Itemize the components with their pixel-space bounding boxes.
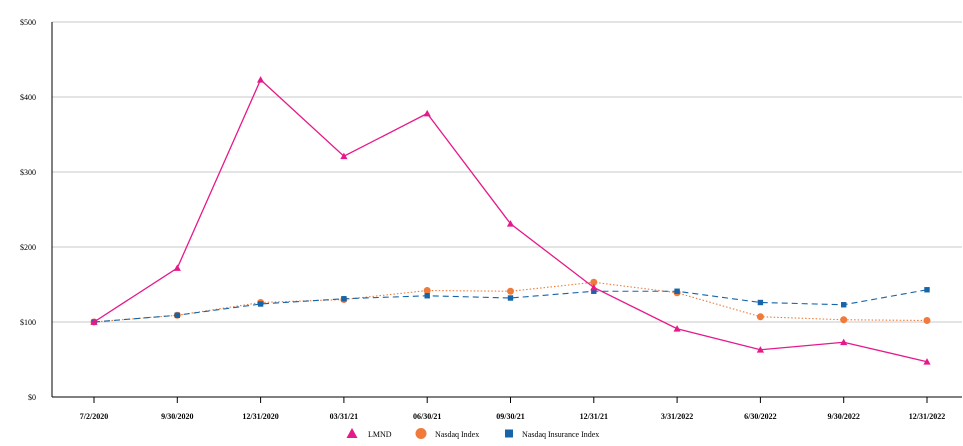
series-nasdaq-index xyxy=(90,278,931,326)
data-point-nasdaq-insurance-index xyxy=(424,293,430,299)
y-tick-label: $100 xyxy=(20,318,36,327)
axes xyxy=(51,22,962,398)
series-group xyxy=(90,76,931,365)
legend-label: Nasdaq Index xyxy=(435,430,479,439)
data-point-lmnd xyxy=(590,283,598,291)
data-point-nasdaq-index xyxy=(507,287,514,295)
legend-marker xyxy=(346,428,358,438)
legend-marker xyxy=(505,429,513,438)
data-point-nasdaq-insurance-index xyxy=(341,296,347,302)
y-axis-ticks: $0 $100 $200 $300 $400 $500 xyxy=(20,18,36,402)
x-tick-label: 12/31/2020 xyxy=(242,412,278,421)
grid-lines xyxy=(52,21,962,323)
data-point-nasdaq-index xyxy=(423,287,431,294)
data-point-nasdaq-insurance-index xyxy=(507,295,514,301)
data-point-nasdaq-insurance-index xyxy=(591,288,597,294)
x-tick-label: 09/30/21 xyxy=(496,412,524,421)
data-point-nasdaq-insurance-index xyxy=(841,302,847,308)
x-tick-label: 12/31/2022 xyxy=(909,412,945,421)
series-line-nasdaq-index xyxy=(93,281,928,323)
legend-label: Nasdaq Insurance Index xyxy=(522,430,599,439)
data-point-lmnd xyxy=(257,76,265,83)
x-tick-label: 6/30/2022 xyxy=(744,412,776,421)
y-tick-label: $300 xyxy=(20,168,36,177)
y-tick-label: $400 xyxy=(20,93,36,102)
legend: LMND Nasdaq Index Nasdaq Insurance Index xyxy=(346,428,599,439)
data-point-nasdaq-insurance-index xyxy=(924,287,930,293)
data-point-lmnd xyxy=(173,264,181,271)
data-point-lmnd xyxy=(423,109,431,117)
legend-item-lmnd: LMND xyxy=(346,428,392,439)
data-point-lmnd xyxy=(673,325,681,332)
legend-marker xyxy=(415,428,427,439)
x-tick-label: 7/2/2020 xyxy=(80,412,108,421)
x-tick-label: 03/31/21 xyxy=(330,412,358,421)
data-point-nasdaq-index xyxy=(840,316,848,324)
y-tick-label: $500 xyxy=(20,18,36,27)
x-tick-label: 12/31/21 xyxy=(580,412,608,421)
legend-item-nasdaq-insurance-index: Nasdaq Insurance Index xyxy=(505,429,599,439)
data-point-lmnd xyxy=(506,220,515,227)
data-point-nasdaq-index xyxy=(923,317,931,324)
data-point-lmnd xyxy=(923,358,931,365)
data-point-nasdaq-index xyxy=(756,313,764,321)
data-point-lmnd xyxy=(340,152,348,160)
y-tick-label: $200 xyxy=(20,243,36,252)
data-point-lmnd xyxy=(840,338,848,346)
x-tick-label: 06/30/21 xyxy=(413,412,441,421)
x-tick-label: 9/30/2022 xyxy=(827,412,859,421)
data-point-nasdaq-index xyxy=(590,278,598,286)
legend-item-nasdaq-index: Nasdaq Index xyxy=(415,428,479,439)
data-point-lmnd xyxy=(90,318,98,325)
series-lmnd xyxy=(90,76,931,365)
data-point-nasdaq-insurance-index xyxy=(257,301,264,307)
x-tick-label: 9/30/2020 xyxy=(161,412,193,421)
y-tick-label: $0 xyxy=(28,393,36,402)
data-point-nasdaq-insurance-index xyxy=(174,312,180,318)
legend-label: LMND xyxy=(368,430,392,439)
data-point-lmnd xyxy=(756,346,764,353)
x-tick-label: 3/31/2022 xyxy=(661,412,693,421)
x-axis-ticks: 7/2/2020 9/30/2020 12/31/2020 03/31/21 06/30… xyxy=(80,397,945,421)
data-point-nasdaq-insurance-index xyxy=(674,288,680,294)
data-point-nasdaq-insurance-index xyxy=(757,299,764,306)
